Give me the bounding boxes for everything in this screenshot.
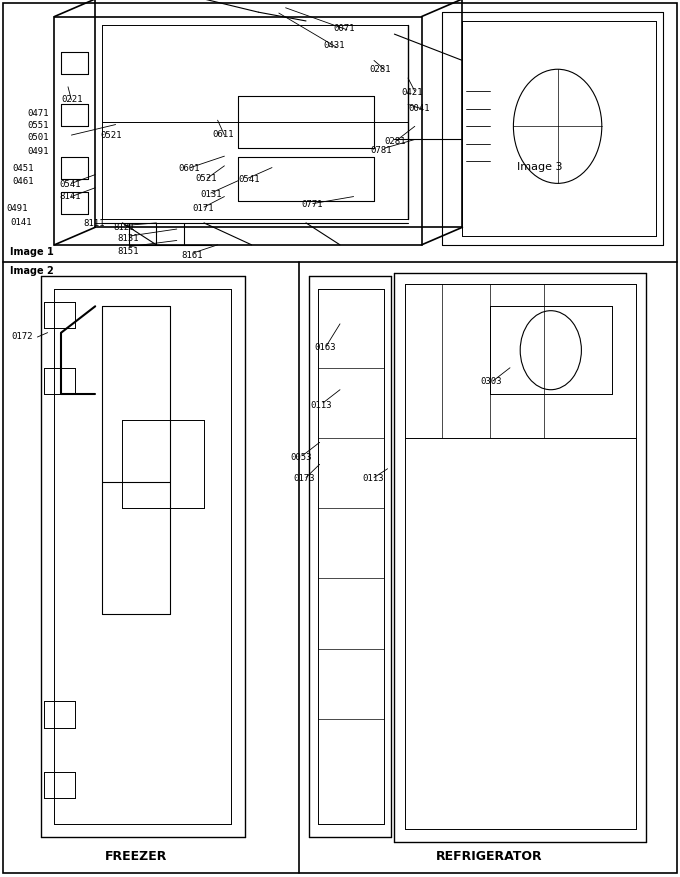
Text: 0141: 0141	[10, 217, 32, 226]
Text: 0173: 0173	[294, 474, 316, 482]
Text: 0491: 0491	[7, 204, 29, 213]
Text: 0071: 0071	[333, 25, 355, 33]
Text: 0431: 0431	[323, 41, 345, 50]
Text: 0281: 0281	[369, 65, 391, 74]
Text: 0611: 0611	[212, 130, 234, 139]
Text: 0303: 0303	[481, 377, 503, 386]
Text: 0551: 0551	[27, 121, 49, 130]
Text: 8161: 8161	[182, 251, 203, 260]
Text: 0521: 0521	[196, 174, 218, 182]
Text: 0053: 0053	[290, 453, 312, 461]
Text: 0601: 0601	[179, 164, 201, 173]
Text: 0041: 0041	[408, 104, 430, 113]
Text: 8121: 8121	[113, 223, 135, 232]
Text: 0451: 0451	[12, 164, 34, 173]
Text: 0131: 0131	[200, 189, 222, 198]
Text: 0541: 0541	[238, 175, 260, 183]
Text: 0171: 0171	[192, 203, 214, 212]
Text: 8131: 8131	[118, 234, 139, 243]
Text: 0471: 0471	[27, 109, 49, 118]
Text: Image 3: Image 3	[517, 161, 562, 172]
Text: 0461: 0461	[12, 177, 34, 186]
Text: 0113: 0113	[311, 401, 333, 410]
Text: 0281: 0281	[384, 137, 406, 146]
Text: Image 2: Image 2	[10, 266, 54, 275]
Text: 8141: 8141	[60, 192, 82, 201]
Text: 0491: 0491	[27, 146, 49, 155]
Text: 8151: 8151	[118, 246, 139, 255]
Text: 0521: 0521	[101, 131, 122, 139]
Text: 0771: 0771	[301, 200, 323, 209]
Text: 0541: 0541	[60, 180, 82, 189]
Text: 0163: 0163	[314, 343, 336, 352]
Text: REFRIGERATOR: REFRIGERATOR	[437, 849, 543, 861]
Text: FREEZER: FREEZER	[105, 849, 167, 861]
Text: 8111: 8111	[83, 219, 105, 228]
Text: 0501: 0501	[27, 133, 49, 142]
Text: Image 1: Image 1	[10, 247, 54, 257]
Text: 0113: 0113	[362, 474, 384, 482]
Text: 0781: 0781	[371, 146, 392, 154]
Text: 0221: 0221	[61, 95, 83, 103]
Text: 0172: 0172	[11, 332, 33, 340]
Text: 0421: 0421	[401, 88, 423, 96]
